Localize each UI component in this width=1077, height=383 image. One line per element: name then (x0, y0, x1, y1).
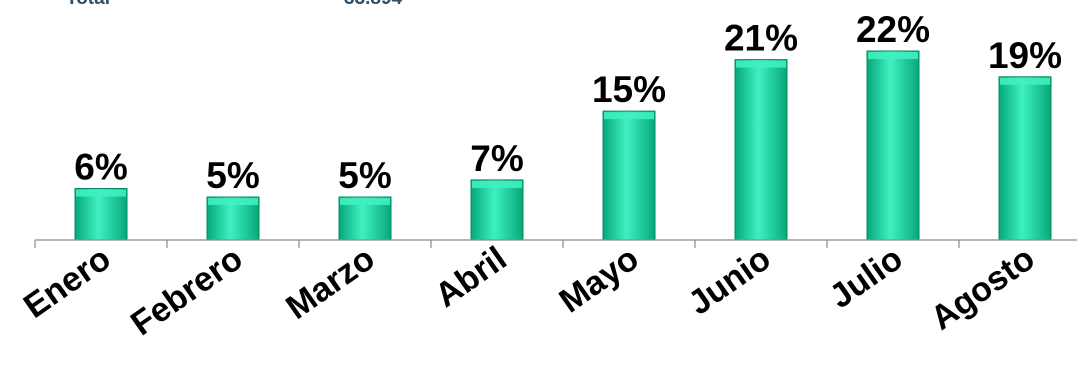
category-labels-layer: Enero Febrero Marzo Abril Mayo Junio Julio Agos… (17, 239, 1042, 343)
bar-cap-mayo (604, 112, 654, 120)
value-label-febrero: 5% (206, 155, 259, 196)
bar-cap-marzo (340, 198, 390, 205)
category-label-abril: Abril (428, 239, 513, 315)
bar-mayo (602, 110, 656, 241)
bar-cap-agosto (1000, 77, 1050, 85)
bar-junio (734, 59, 788, 241)
bar-cap-junio (736, 60, 786, 68)
bar-enero (74, 188, 128, 241)
value-label-marzo: 5% (338, 155, 391, 196)
bar-abril (470, 179, 524, 241)
category-label-enero: Enero (17, 239, 118, 325)
category-label-marzo: Marzo (279, 239, 381, 326)
bar-cap-enero (76, 189, 126, 197)
value-labels-layer: 6% 5% 5% 7% 15% 21% 22% 19% (74, 9, 1062, 196)
category-label-mayo: Mayo (553, 239, 646, 320)
category-label-agosto: Agosto (924, 239, 1042, 337)
bars-layer (74, 50, 1052, 241)
bar-julio (866, 50, 920, 241)
value-label-junio: 21% (724, 18, 798, 59)
value-label-julio: 22% (856, 9, 930, 50)
category-label-junio: Junio (682, 239, 778, 322)
bar-cap-julio (868, 52, 918, 59)
value-label-enero: 6% (74, 147, 127, 188)
total-value: 33.894 (344, 0, 402, 10)
x-axis (34, 239, 1077, 248)
bar-agosto (998, 76, 1052, 241)
value-label-mayo: 15% (592, 69, 666, 110)
bar-cap-febrero (208, 198, 258, 205)
value-label-agosto: 19% (988, 35, 1062, 76)
total-label: Total (66, 0, 110, 10)
header-strip: Total 33.894 (0, 0, 1077, 12)
bar-cap-abril (472, 180, 522, 188)
category-label-febrero: Febrero (124, 239, 249, 343)
value-label-abril: 7% (470, 138, 523, 179)
category-label-julio: Julio (823, 239, 910, 316)
